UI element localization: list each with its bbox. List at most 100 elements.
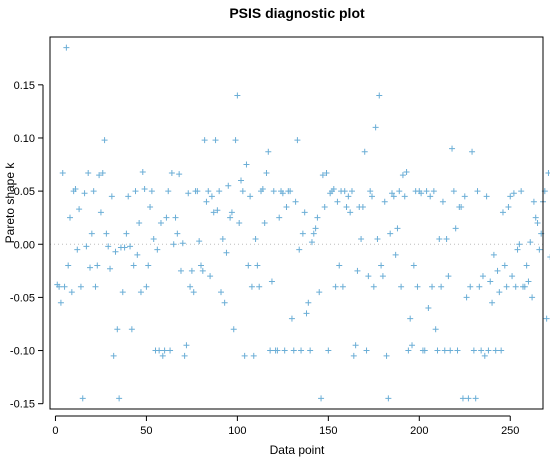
- data-point: [516, 241, 523, 248]
- data-point: [301, 209, 308, 216]
- data-point: [88, 230, 95, 237]
- data-point: [359, 204, 366, 211]
- data-point: [507, 193, 514, 200]
- data-point: [347, 209, 354, 216]
- data-point: [254, 262, 261, 269]
- data-point: [472, 395, 479, 402]
- y-axis: -0.15 -0.10 -0.05 0.00 0.05 0.10 0.15: [10, 80, 44, 411]
- x-tick-label: 250: [501, 425, 519, 437]
- data-point: [523, 262, 530, 269]
- data-point: [172, 214, 179, 221]
- data-point: [358, 235, 365, 242]
- data-point: [250, 352, 257, 359]
- data-point: [63, 44, 70, 51]
- data-point: [96, 172, 103, 179]
- data-point: [341, 188, 348, 195]
- x-tick-label: 0: [52, 425, 58, 437]
- data-point: [241, 352, 248, 359]
- data-point: [281, 347, 288, 354]
- data-point: [216, 188, 223, 195]
- data-point: [212, 137, 219, 144]
- data-point: [487, 278, 494, 285]
- data-point: [205, 188, 212, 195]
- data-point: [165, 188, 172, 195]
- data-point: [399, 172, 406, 179]
- data-point: [239, 188, 246, 195]
- data-point: [479, 273, 486, 280]
- data-point: [390, 193, 397, 200]
- data-point: [405, 347, 412, 354]
- data-point: [509, 273, 516, 280]
- data-point: [125, 193, 132, 200]
- data-point: [339, 283, 346, 290]
- data-point: [127, 243, 134, 250]
- data-point: [141, 185, 148, 192]
- data-point: [181, 352, 188, 359]
- data-point: [72, 185, 79, 192]
- data-point: [248, 283, 255, 290]
- data-point: [452, 225, 459, 232]
- data-point: [99, 170, 106, 177]
- data-point: [445, 273, 452, 280]
- data-point: [372, 124, 379, 131]
- data-point: [190, 289, 197, 296]
- data-point: [481, 352, 488, 359]
- data-point: [243, 161, 250, 168]
- data-point: [518, 188, 525, 195]
- data-point: [498, 347, 505, 354]
- y-tick-label: 0.10: [14, 133, 35, 145]
- data-point: [121, 244, 128, 251]
- data-point: [483, 193, 490, 200]
- data-point: [368, 193, 375, 200]
- data-point: [154, 246, 161, 253]
- data-point: [387, 230, 394, 237]
- data-point: [252, 235, 259, 242]
- y-tick-label: 0.15: [14, 80, 35, 92]
- data-point: [374, 235, 381, 242]
- data-point: [203, 198, 210, 205]
- data-point: [478, 347, 485, 354]
- data-point: [283, 204, 290, 211]
- data-point: [385, 395, 392, 402]
- data-point: [116, 395, 123, 402]
- data-point: [236, 220, 243, 226]
- data-point: [161, 347, 168, 354]
- data-point: [312, 225, 319, 232]
- data-point: [352, 342, 359, 349]
- data-point: [159, 352, 166, 359]
- data-point: [207, 273, 214, 280]
- data-point: [139, 168, 146, 175]
- data-point: [409, 342, 416, 349]
- data-point: [174, 230, 181, 237]
- data-point: [512, 283, 519, 290]
- data-point: [188, 267, 195, 274]
- data-point: [378, 262, 385, 269]
- data-point: [365, 273, 372, 280]
- data-point: [232, 137, 239, 144]
- data-point: [290, 347, 297, 354]
- data-point: [314, 214, 321, 221]
- data-point: [499, 209, 506, 216]
- data-point: [361, 148, 368, 155]
- data-point: [503, 283, 510, 290]
- data-point: [463, 294, 470, 301]
- data-point: [61, 283, 68, 290]
- data-point: [529, 294, 536, 301]
- data-point: [443, 235, 450, 242]
- data-point: [345, 193, 352, 200]
- data-point: [354, 267, 361, 274]
- data-point: [103, 230, 110, 237]
- data-point: [145, 262, 152, 269]
- y-tick-label: 0.05: [14, 186, 35, 198]
- data-point: [296, 246, 303, 253]
- data-point: [156, 347, 163, 354]
- data-point: [199, 267, 206, 274]
- data-point: [94, 262, 101, 269]
- data-point: [458, 204, 465, 211]
- data-point: [279, 190, 286, 197]
- data-point: [363, 347, 370, 354]
- data-point: [168, 170, 175, 177]
- data-point: [547, 254, 550, 261]
- data-point: [459, 395, 466, 402]
- data-point: [81, 190, 88, 197]
